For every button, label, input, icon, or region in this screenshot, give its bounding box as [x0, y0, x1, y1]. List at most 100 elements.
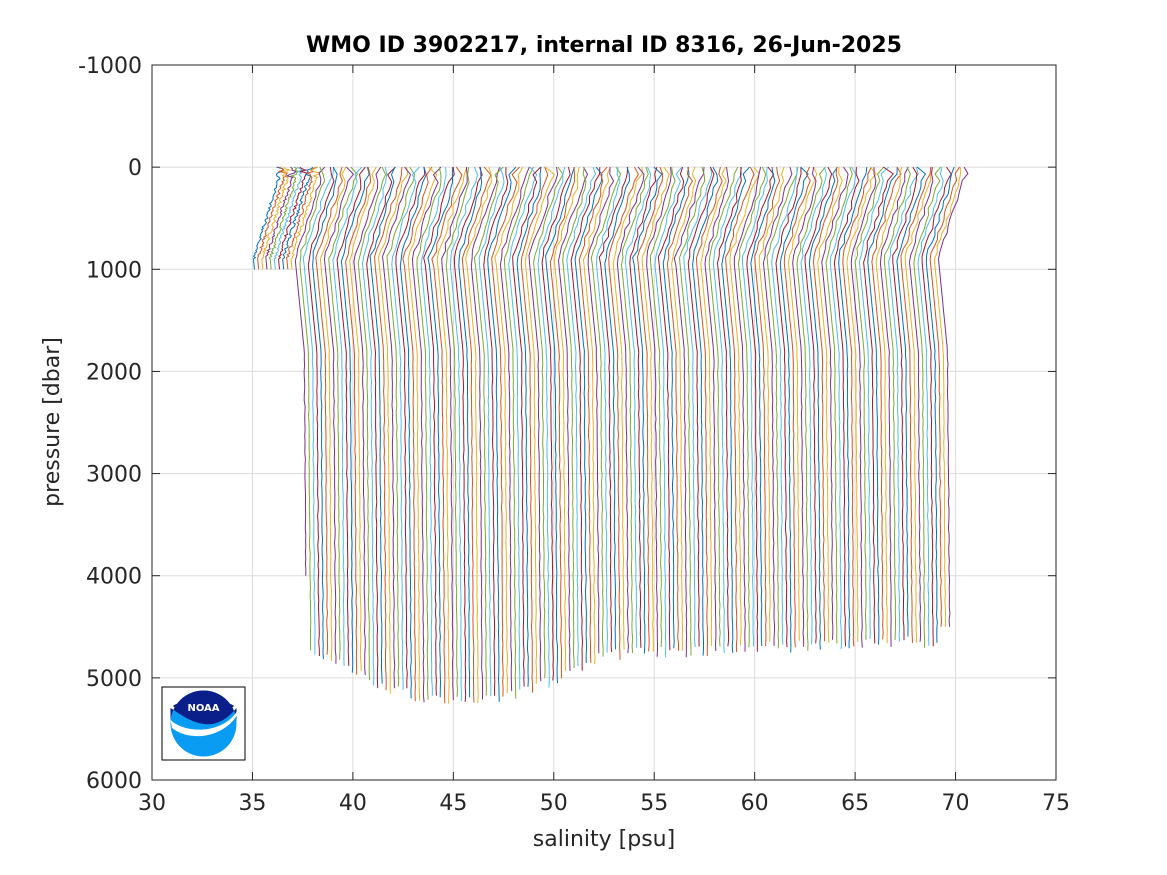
profile-line [319, 166, 347, 661]
profile-line [453, 166, 483, 702]
profile-line [499, 166, 530, 692]
profile-line [758, 166, 785, 642]
profile-line [896, 166, 927, 637]
profile-line [712, 167, 743, 653]
profile-line [829, 166, 857, 650]
x-tick-label: 50 [540, 791, 568, 816]
profile-line [541, 166, 571, 681]
profile-line [357, 166, 387, 681]
profile-line [742, 167, 768, 647]
profile-line [716, 167, 742, 647]
profile-line [345, 166, 372, 675]
profile-line [750, 167, 776, 647]
profile-line [257, 166, 289, 270]
profile-line [625, 166, 652, 648]
profile-line [704, 167, 730, 652]
y-tick-label: 5000 [86, 667, 142, 692]
x-tick-label: 35 [238, 791, 266, 816]
profile-line [261, 166, 292, 270]
profile-line [302, 167, 335, 655]
profile-line [307, 167, 335, 657]
profile-line [671, 166, 697, 651]
profile-line [796, 166, 826, 651]
profile-line [812, 167, 839, 642]
profile-line [800, 166, 827, 645]
profile-line [473, 166, 504, 696]
profile-line [323, 166, 355, 664]
profile-line [604, 166, 631, 650]
profile-line [386, 166, 416, 687]
profile-line [427, 167, 454, 698]
axis-ticks: 30 35 40 45 50 55 60 65 70 75 -1000 0 1000 2000 3000 40… [78, 54, 1070, 816]
profile-line [516, 167, 542, 687]
profile-line [570, 167, 601, 671]
profile-line [879, 166, 909, 647]
profile-line [369, 166, 396, 684]
profile-line [737, 166, 767, 648]
profile-line [683, 167, 713, 647]
profile-line [733, 166, 762, 652]
profile-line [411, 166, 442, 703]
profile-line [265, 166, 297, 270]
profile-line [294, 166, 326, 576]
profile-line [332, 166, 363, 666]
chart-title: WMO ID 3902217, internal ID 8316, 26-Jun… [306, 33, 902, 58]
profile-line [629, 166, 658, 648]
profile-line [315, 166, 343, 655]
profile-line [657, 166, 685, 651]
y-tick-label: 2000 [86, 360, 142, 385]
profile-line [524, 166, 556, 684]
profile-line [662, 167, 690, 649]
profile-line [407, 166, 438, 701]
profile-line [533, 166, 564, 679]
profile-line [871, 166, 902, 640]
profile-line [646, 167, 672, 657]
profile-line [557, 166, 589, 672]
profile-line [252, 166, 285, 270]
profile-line [545, 166, 575, 684]
x-tick-label: 30 [138, 791, 166, 816]
y-tick-label: -1000 [78, 54, 142, 79]
profile-line [854, 166, 885, 641]
profile-line [328, 166, 359, 660]
logo-wordmark: NOAA [187, 703, 219, 714]
profile-line [821, 166, 849, 640]
salinity-profiles [252, 166, 969, 704]
profile-line [833, 167, 860, 647]
profile-line [608, 166, 639, 660]
profile-line [783, 166, 811, 648]
profile-line [921, 166, 952, 647]
profile-line [673, 167, 705, 658]
profile-line [746, 166, 775, 652]
profile-line [566, 166, 597, 667]
y-axis-label: pressure [dbar] [40, 337, 65, 507]
profile-line [687, 166, 715, 647]
profile-line [754, 167, 781, 647]
profile-line [695, 166, 723, 656]
profile-line [838, 167, 868, 649]
profile-line [888, 166, 919, 642]
x-tick-label: 65 [841, 791, 869, 816]
profile-line [353, 166, 382, 676]
profile-line [549, 167, 575, 679]
profile-line [445, 167, 470, 697]
logo-seagull-wing [170, 712, 237, 737]
profile-line [892, 166, 918, 641]
plot-frame [151, 64, 1057, 781]
profile-line [883, 166, 911, 641]
profile-line [461, 166, 492, 703]
profile-line [700, 166, 727, 647]
profile-line [299, 166, 326, 651]
profile-line [553, 166, 580, 671]
profile-line [678, 166, 706, 656]
profile-line [825, 166, 853, 644]
profile-line [395, 167, 426, 689]
profile-line [858, 166, 890, 639]
x-tick-label: 55 [640, 791, 668, 816]
profile-line [441, 167, 468, 701]
profile-line [381, 166, 412, 689]
profile-line [725, 166, 755, 653]
profile-line [290, 166, 321, 270]
profile-line [595, 167, 621, 653]
x-axis-label: salinity [psu] [533, 827, 675, 852]
